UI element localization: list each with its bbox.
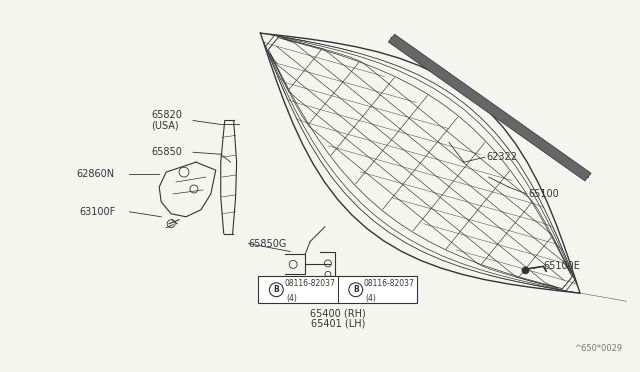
Text: ^650*0029: ^650*0029 bbox=[575, 344, 623, 353]
Text: 65850: 65850 bbox=[151, 147, 182, 157]
Text: 65100: 65100 bbox=[529, 189, 559, 199]
Text: (4): (4) bbox=[286, 294, 297, 303]
Text: 65401 (LH): 65401 (LH) bbox=[310, 319, 365, 329]
Text: 62860N: 62860N bbox=[77, 169, 115, 179]
Text: (USA): (USA) bbox=[151, 121, 179, 131]
Text: 63100F: 63100F bbox=[80, 207, 116, 217]
Polygon shape bbox=[388, 34, 591, 181]
Text: B: B bbox=[353, 285, 358, 294]
Bar bbox=[259, 276, 417, 303]
Text: (4): (4) bbox=[365, 294, 376, 303]
Text: 65850G: 65850G bbox=[248, 238, 287, 248]
Circle shape bbox=[522, 267, 529, 274]
Text: B: B bbox=[273, 285, 279, 294]
Text: 65100E: 65100E bbox=[543, 262, 580, 272]
Text: 65400 (RH): 65400 (RH) bbox=[310, 308, 365, 318]
Text: 65820: 65820 bbox=[151, 109, 182, 119]
Text: 08116-82037: 08116-82037 bbox=[284, 279, 335, 288]
Text: 62322: 62322 bbox=[487, 152, 518, 162]
Text: 08116-82037: 08116-82037 bbox=[364, 279, 415, 288]
